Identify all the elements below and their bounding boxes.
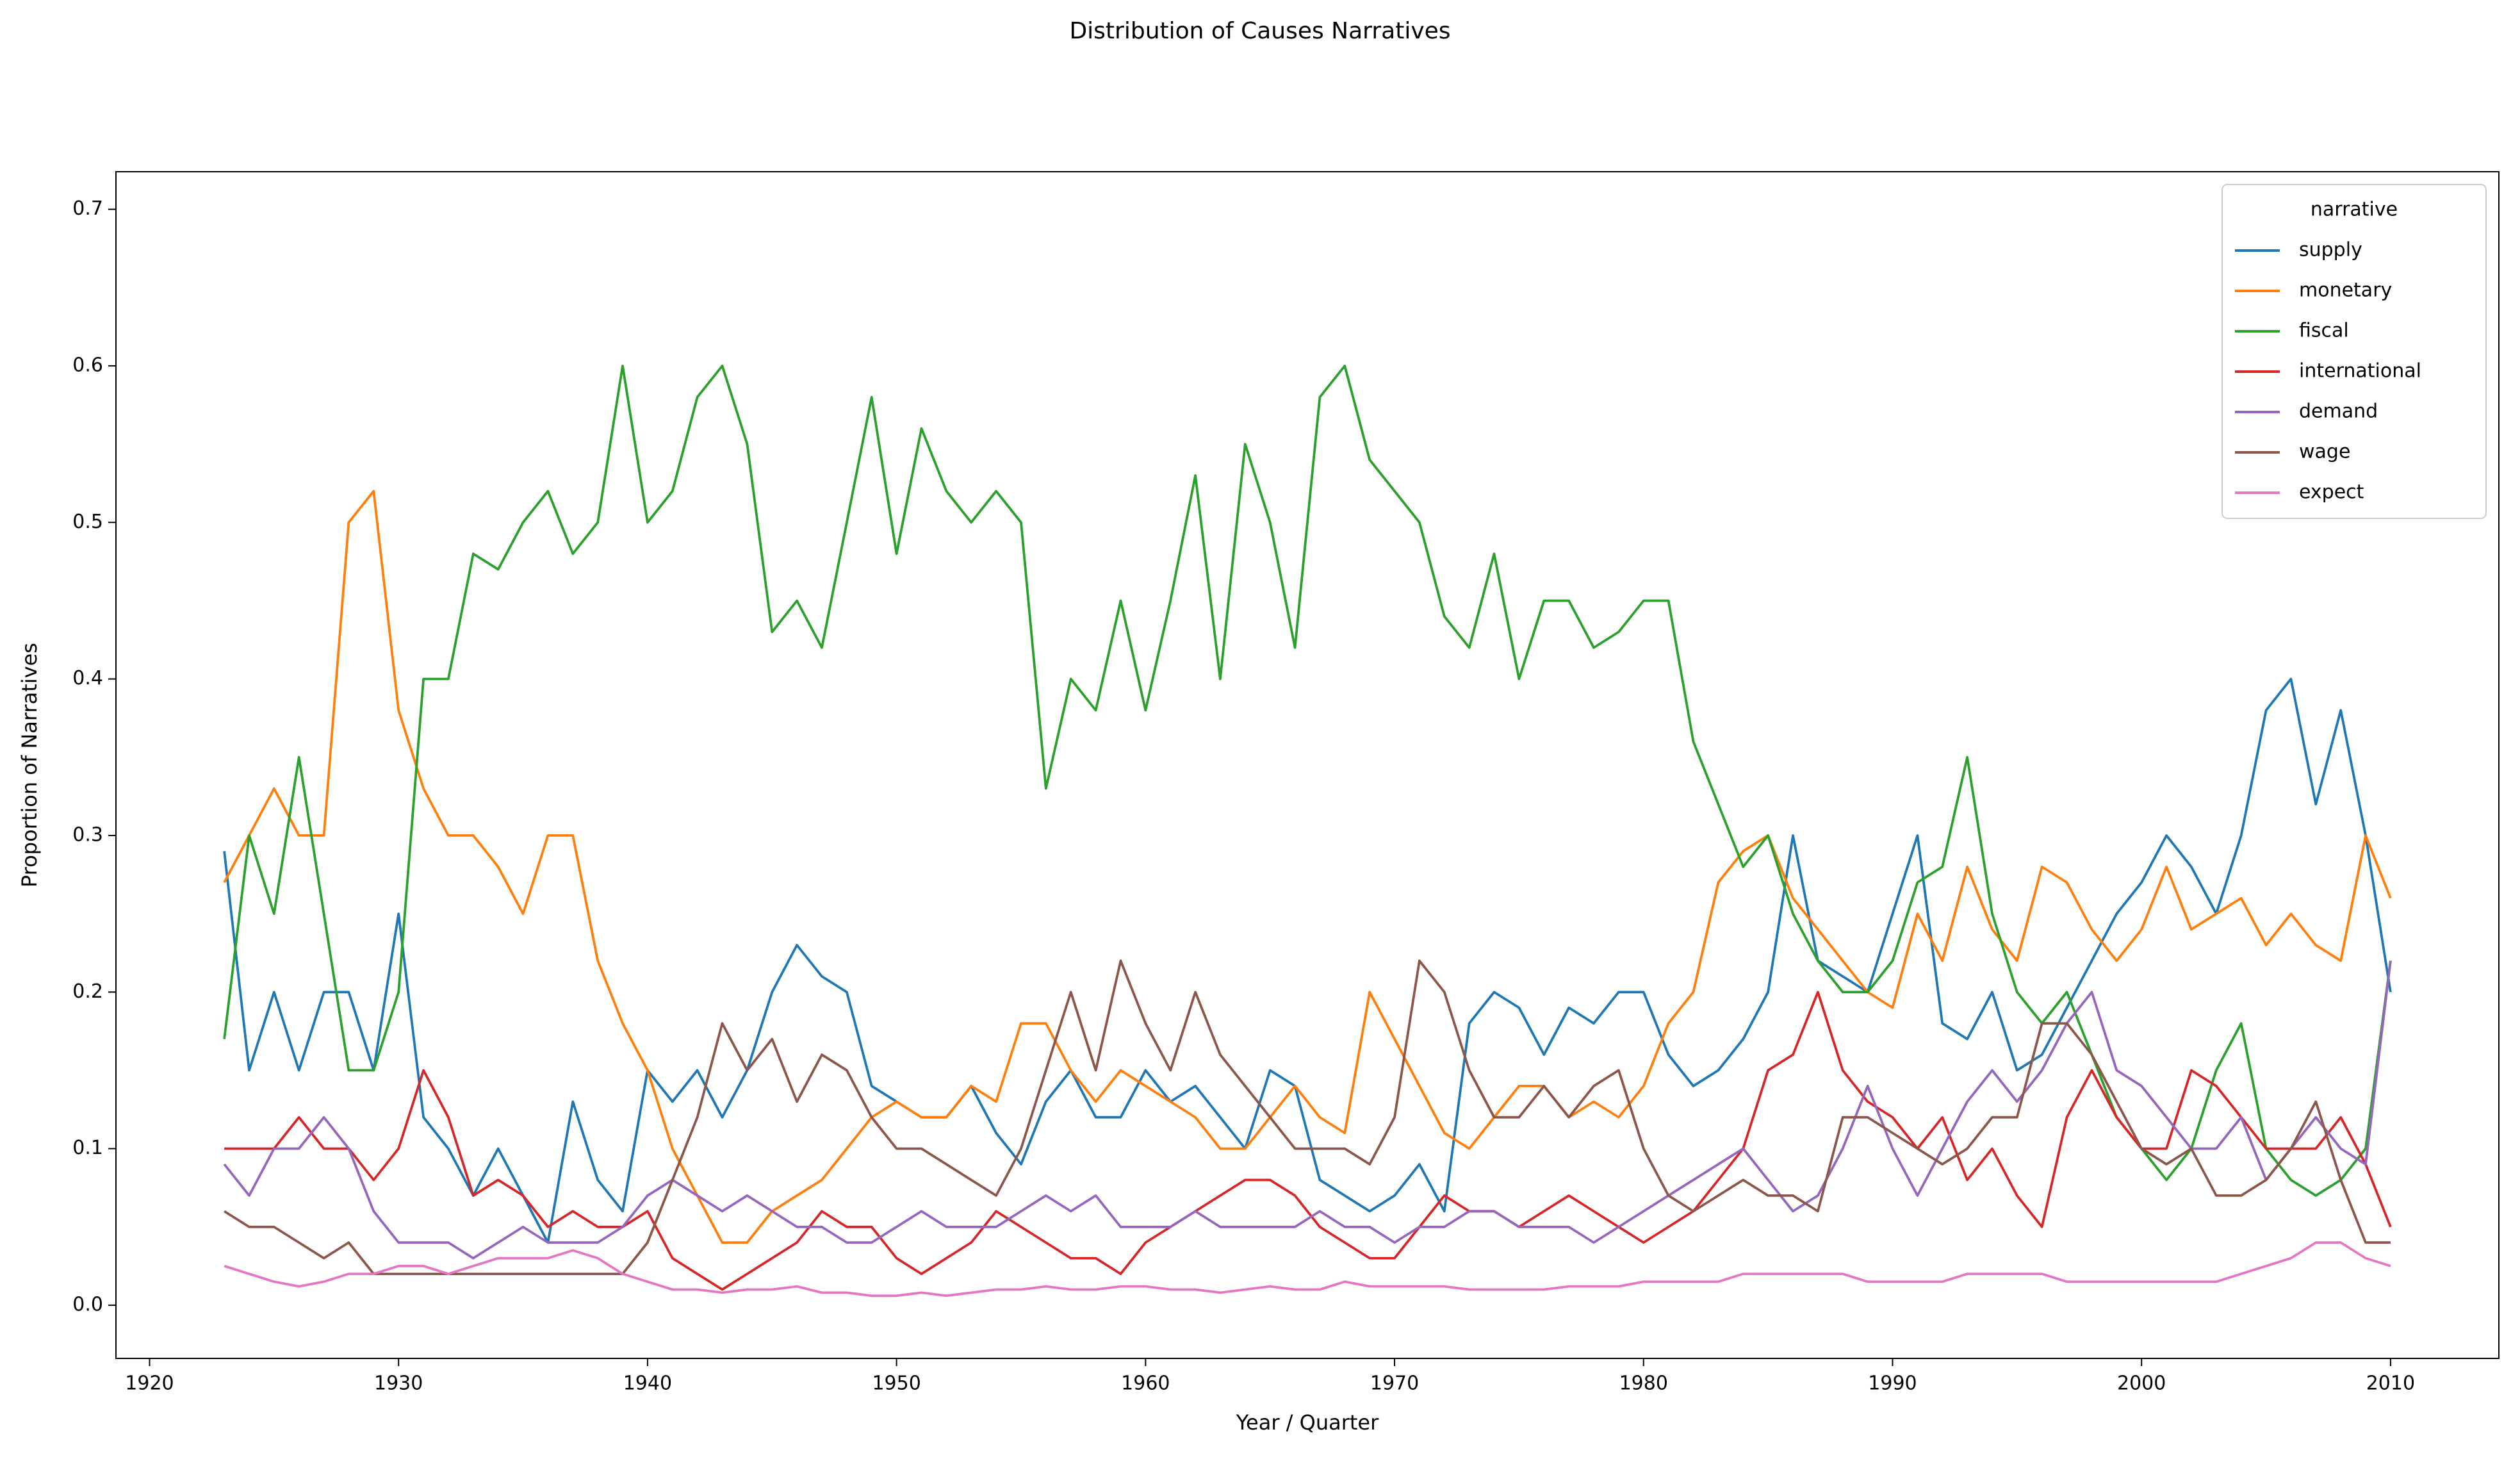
y-tick-label: 0.2 — [72, 980, 103, 1003]
y-tick-label: 0.1 — [72, 1137, 103, 1159]
series-line — [224, 1241, 2391, 1298]
x-tick-label: 1960 — [1121, 1372, 1170, 1395]
x-tick-label: 2000 — [2117, 1372, 2166, 1395]
x-tick-label: 2010 — [2366, 1372, 2415, 1395]
x-tick-label: 1940 — [623, 1372, 672, 1395]
x-tick-label: 1970 — [1370, 1372, 1419, 1395]
y-tick-label: 0.6 — [72, 354, 103, 376]
y-tick-label: 0.4 — [72, 667, 103, 689]
y-tick-label: 0.3 — [72, 823, 103, 846]
series-line — [223, 490, 2392, 1244]
x-tick-label: 1930 — [374, 1372, 423, 1395]
x-axis-label: Year / Quarter — [1236, 1410, 1379, 1435]
legend-label: expect — [2299, 481, 2364, 504]
legend-label: monetary — [2299, 279, 2392, 302]
legend-label: fiscal — [2299, 320, 2349, 342]
y-tick-label: 0.5 — [72, 511, 103, 533]
y-axis-label: Proportion of Narratives — [17, 643, 42, 887]
chart-title: Distribution of Causes Narratives — [1069, 18, 1450, 44]
legend-label: demand — [2299, 400, 2378, 423]
series-line — [224, 959, 2391, 1275]
x-tick-label: 1920 — [125, 1372, 174, 1395]
series-line — [224, 991, 2392, 1291]
x-tick-label: 1990 — [1868, 1372, 1917, 1395]
legend-title: narrative — [2311, 199, 2398, 221]
series-line — [223, 365, 2392, 1197]
plot-frame — [115, 171, 2500, 1359]
series-line — [223, 677, 2392, 1244]
x-tick-label: 1950 — [872, 1372, 920, 1395]
legend-label: wage — [2299, 441, 2350, 463]
legend-label: supply — [2299, 239, 2362, 261]
x-tick-label: 1980 — [1619, 1372, 1668, 1395]
legend-box — [2221, 184, 2487, 519]
legend-label: international — [2299, 360, 2421, 383]
series-line — [223, 960, 2392, 1260]
y-tick-label: 0.0 — [72, 1293, 103, 1315]
y-tick-label: 0.7 — [72, 197, 103, 220]
